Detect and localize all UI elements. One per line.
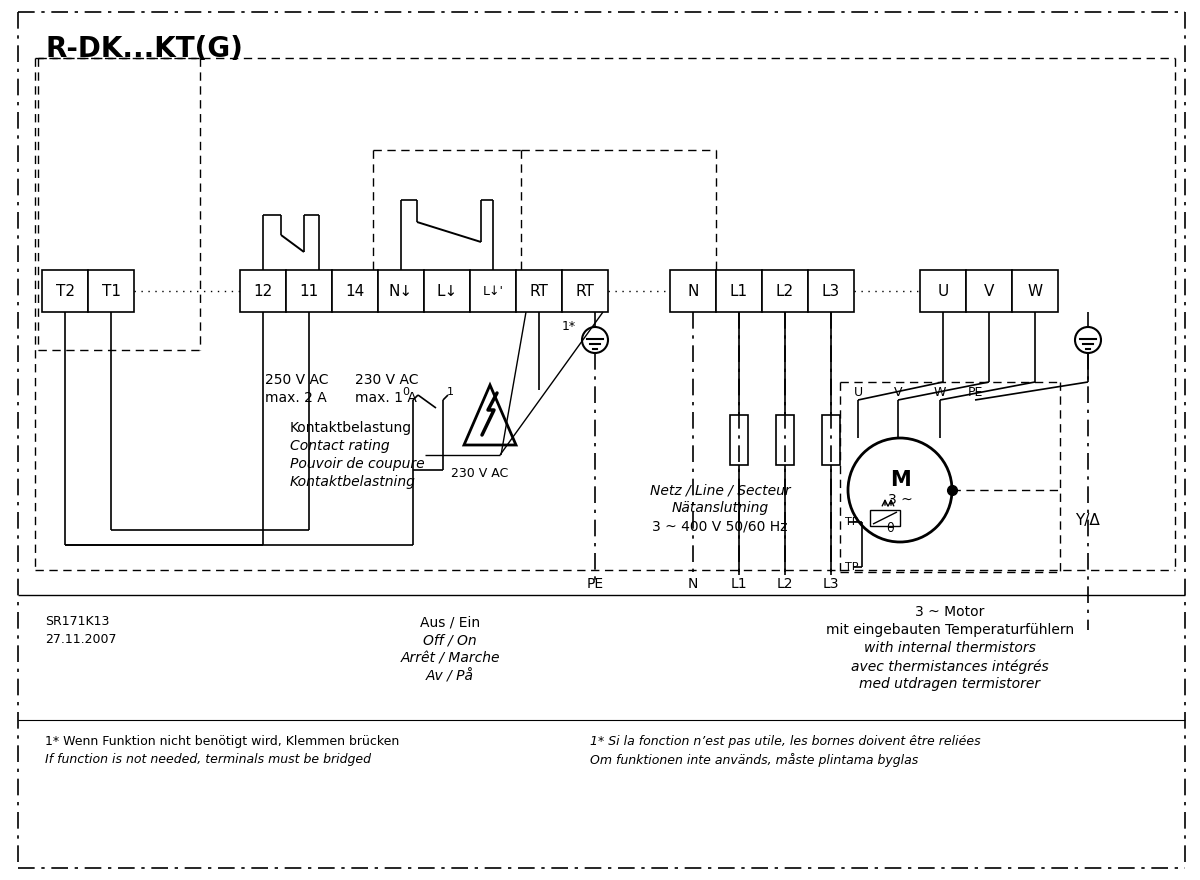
Text: 1: 1 [446, 387, 454, 397]
Text: If function is not needed, terminals must be bridged: If function is not needed, terminals mus… [46, 753, 371, 766]
Text: SR171K13: SR171K13 [46, 615, 109, 628]
Text: avec thermistances intégrés: avec thermistances intégrés [851, 659, 1049, 673]
Bar [670, 270, 716, 312]
Bar [776, 415, 794, 465]
Text: Contact rating: Contact rating [290, 439, 390, 453]
Bar [1012, 270, 1058, 312]
Circle shape [582, 327, 608, 353]
Bar [870, 510, 900, 526]
Bar [240, 270, 286, 312]
Text: N↓: N↓ [389, 283, 413, 298]
Text: 3 ~: 3 ~ [888, 493, 912, 507]
Text: U: U [853, 385, 863, 399]
Circle shape [848, 438, 952, 542]
Text: 3 ~ 400 V 50/60 Hz: 3 ~ 400 V 50/60 Hz [653, 519, 787, 533]
Text: Netz / Line / Secteur: Netz / Line / Secteur [649, 483, 791, 497]
Bar [920, 270, 966, 312]
Bar [88, 270, 134, 312]
Bar [822, 415, 840, 465]
Text: Kontaktbelastning: Kontaktbelastning [290, 475, 416, 489]
Text: 0: 0 [402, 387, 409, 397]
Text: max. 1 A: max. 1 A [355, 391, 416, 405]
Text: with internal thermistors: with internal thermistors [864, 641, 1036, 655]
Text: 12: 12 [253, 283, 272, 298]
Text: PE: PE [587, 577, 604, 591]
Bar [332, 270, 378, 312]
Text: 1*: 1* [562, 320, 576, 333]
Text: W: W [934, 385, 946, 399]
Text: L1: L1 [731, 577, 748, 591]
Text: L3: L3 [823, 577, 839, 591]
Text: mit eingebauten Temperaturfühlern: mit eingebauten Temperaturfühlern [826, 623, 1074, 637]
Text: Off / On: Off / On [424, 633, 476, 647]
Bar [424, 270, 470, 312]
Text: R-DK...KT(G): R-DK...KT(G) [46, 35, 242, 63]
Text: 230 V AC: 230 V AC [451, 467, 509, 480]
Text: N: N [688, 283, 698, 298]
Text: N: N [688, 577, 698, 591]
Circle shape [1075, 327, 1102, 353]
Text: med utdragen termistorer: med utdragen termistorer [859, 677, 1040, 691]
Bar [516, 270, 562, 312]
Text: Y/Δ: Y/Δ [1075, 512, 1099, 527]
Bar [42, 270, 88, 312]
Text: W: W [1027, 283, 1043, 298]
Text: Kontaktbelastung: Kontaktbelastung [290, 421, 412, 435]
Text: T2: T2 [55, 283, 74, 298]
Text: L↓: L↓ [437, 283, 457, 298]
Text: RT: RT [529, 283, 548, 298]
Text: Arrêt / Marche: Arrêt / Marche [401, 651, 499, 665]
Text: Nätanslutning: Nätanslutning [672, 501, 768, 515]
Text: RT: RT [576, 283, 594, 298]
Bar [562, 270, 608, 312]
Text: L2: L2 [776, 283, 794, 298]
Text: L↓': L↓' [482, 284, 504, 297]
Text: L2: L2 [776, 577, 793, 591]
Text: V: V [894, 385, 902, 399]
Text: 1* Wenn Funktion nicht benötigt wird, Klemmen brücken: 1* Wenn Funktion nicht benötigt wird, Kl… [46, 735, 400, 748]
Text: PE: PE [967, 385, 983, 399]
Text: Pouvoir de coupure: Pouvoir de coupure [290, 457, 425, 471]
Text: Av / På: Av / På [426, 669, 474, 684]
Text: 230 V AC: 230 V AC [355, 373, 419, 387]
Bar [286, 270, 332, 312]
Text: TP: TP [845, 517, 858, 527]
Text: Om funktionen inte används, måste plintama byglas: Om funktionen inte används, måste plinta… [590, 753, 918, 767]
Bar [378, 270, 424, 312]
Bar [716, 270, 762, 312]
Text: T1: T1 [102, 283, 120, 298]
Bar [730, 415, 748, 465]
Text: 250 V AC: 250 V AC [265, 373, 329, 387]
Text: L3: L3 [822, 283, 840, 298]
Text: Aus / Ein: Aus / Ein [420, 615, 480, 629]
Text: TP: TP [845, 562, 858, 572]
Text: L1: L1 [730, 283, 748, 298]
Bar [966, 270, 1012, 312]
Text: M: M [889, 470, 911, 490]
Text: 14: 14 [346, 283, 365, 298]
Text: θ: θ [886, 522, 894, 534]
Bar [470, 270, 516, 312]
Bar [762, 270, 808, 312]
Text: 11: 11 [299, 283, 319, 298]
Text: 1* Si la fonction n’est pas utile, les bornes doivent être reliées: 1* Si la fonction n’est pas utile, les b… [590, 735, 980, 748]
Text: max. 2 A: max. 2 A [265, 391, 326, 405]
Text: 3 ~ Motor: 3 ~ Motor [916, 605, 985, 619]
Bar [808, 270, 854, 312]
Text: V: V [984, 283, 994, 298]
Text: U: U [937, 283, 949, 298]
Text: 27.11.2007: 27.11.2007 [46, 633, 116, 646]
